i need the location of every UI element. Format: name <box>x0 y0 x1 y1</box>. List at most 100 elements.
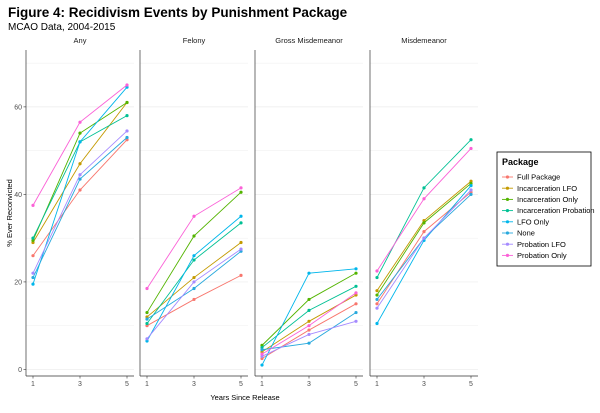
x-tick-label: 1 <box>31 381 35 388</box>
data-point <box>239 214 243 218</box>
data-point <box>192 297 196 302</box>
data-point <box>145 286 149 291</box>
x-axis-title: Years Since Release <box>210 393 279 402</box>
data-point <box>375 321 379 326</box>
legend-label-incarceration-lfo: Incarceration LFO <box>517 184 577 193</box>
data-point <box>239 190 243 194</box>
data-point <box>31 282 35 286</box>
data-point <box>469 138 473 142</box>
facet-label-any: Any <box>74 36 87 45</box>
data-point <box>78 140 82 144</box>
series-line-incarceration-probation <box>376 139 472 278</box>
data-point <box>192 275 196 280</box>
legend-label-incarceration-only: Incarceration Only <box>517 195 578 204</box>
data-point <box>125 114 129 118</box>
data-point <box>31 240 35 245</box>
data-point <box>307 332 311 337</box>
x-tick-label: 3 <box>192 381 196 388</box>
data-point <box>422 236 426 240</box>
data-point <box>375 269 379 273</box>
data-point <box>192 286 196 291</box>
legend-key-point <box>505 186 510 190</box>
data-point <box>307 319 311 323</box>
data-point <box>469 184 473 188</box>
data-point <box>422 186 426 190</box>
x-tick-label: 3 <box>422 381 426 388</box>
data-point <box>78 162 82 166</box>
x-tick-label: 3 <box>78 381 82 388</box>
data-point <box>260 354 264 358</box>
legend-label-lfo-only: LFO Only <box>517 217 549 226</box>
series-line-incarceration-only <box>146 191 242 313</box>
x-tick-label: 1 <box>145 381 149 388</box>
data-point <box>307 324 311 328</box>
data-point <box>307 328 311 332</box>
data-point <box>375 306 379 310</box>
legend-key-point <box>505 231 510 235</box>
data-point <box>307 308 311 312</box>
data-point <box>354 310 358 315</box>
data-point <box>145 310 149 315</box>
data-point <box>260 345 264 350</box>
x-tick-label: 5 <box>469 381 473 388</box>
data-point <box>125 129 129 133</box>
legend-title: Package <box>502 157 539 167</box>
data-point <box>239 273 243 277</box>
series-line-probation-only <box>261 292 357 355</box>
facet-label-felony: Felony <box>183 36 206 45</box>
data-point <box>354 267 358 271</box>
data-point <box>78 173 82 177</box>
data-point <box>307 341 311 345</box>
x-tick-label: 5 <box>125 381 129 388</box>
x-tick-label: 5 <box>354 381 358 388</box>
data-point <box>307 271 311 275</box>
series-line-incarceration-probation <box>146 222 242 324</box>
series-line-incarceration-lfo <box>146 242 242 318</box>
x-tick-label: 3 <box>307 381 311 388</box>
data-point <box>260 363 264 367</box>
data-point <box>125 85 129 89</box>
series-line-lfo-only <box>32 86 128 285</box>
y-tick-label: 0 <box>18 367 22 374</box>
data-point <box>78 188 82 192</box>
y-tick-label: 40 <box>14 192 22 199</box>
x-tick-label: 1 <box>260 381 264 388</box>
data-point <box>31 254 35 258</box>
data-point <box>354 284 358 288</box>
y-tick-label: 20 <box>14 279 22 286</box>
data-point <box>239 240 243 245</box>
data-point <box>354 319 358 323</box>
data-point <box>260 356 264 361</box>
data-point <box>422 219 426 223</box>
series-line-lfo-only <box>376 185 472 324</box>
data-point <box>260 352 264 356</box>
data-point <box>78 177 82 181</box>
data-point <box>31 275 35 280</box>
data-point <box>469 192 473 197</box>
series-line-probation-lfo <box>32 130 128 274</box>
data-point <box>125 100 129 105</box>
data-point <box>422 221 426 225</box>
chart-title: Figure 4: Recidivism Events by Punishmen… <box>8 5 348 20</box>
data-point <box>422 197 426 201</box>
data-point <box>78 131 82 135</box>
data-point <box>192 254 196 258</box>
data-point <box>145 339 149 343</box>
legend-key-point <box>505 242 510 246</box>
legend-key-point <box>505 175 510 179</box>
data-point <box>192 280 196 284</box>
legend-key-point <box>505 197 510 201</box>
data-point <box>260 348 264 352</box>
data-point <box>145 321 149 326</box>
legend-key-point <box>505 253 510 257</box>
data-point <box>145 324 149 328</box>
legend-label-full-package: Full Package <box>517 173 560 182</box>
data-point <box>375 275 379 280</box>
data-point <box>469 188 473 192</box>
data-point <box>354 293 358 297</box>
facet-label-misdemeanor: Misdemeanor <box>401 36 447 45</box>
series-line-lfo-only <box>261 268 357 366</box>
data-point <box>375 297 379 302</box>
data-point <box>192 234 196 238</box>
